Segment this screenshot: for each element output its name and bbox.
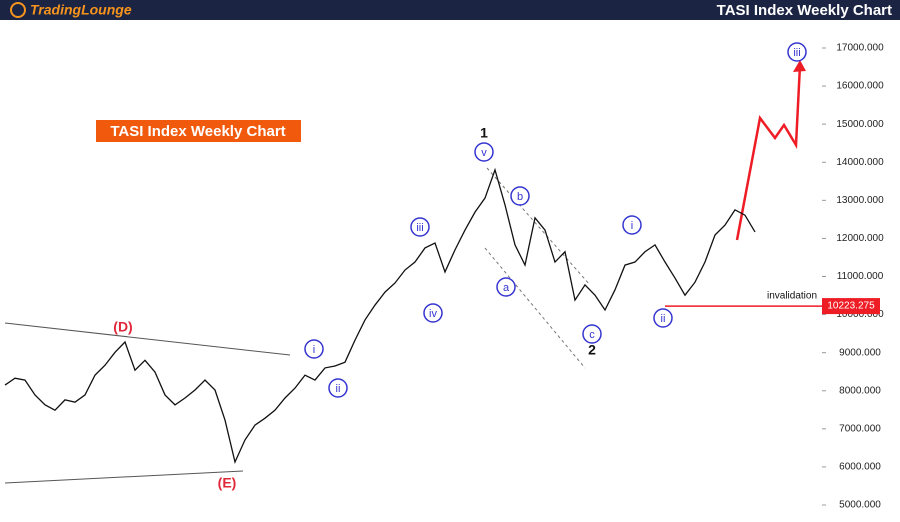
wave-label: (E) [218, 475, 237, 491]
channel-line [484, 247, 586, 369]
wave-label: i [313, 344, 315, 356]
header-title: TASI Index Weekly Chart [717, 2, 892, 19]
logo: TradingLounge [30, 2, 132, 18]
wave-label: c [589, 329, 595, 341]
chart-title: TASI Index Weekly Chart [110, 123, 285, 140]
wave-circle [304, 339, 324, 359]
wave-label: a [503, 282, 510, 294]
wave-label: b [517, 191, 523, 203]
header-bar [0, 0, 900, 20]
wave-label: (D) [113, 319, 132, 335]
y-tick-label: 14000.000 [836, 157, 884, 168]
wave-label: ii [661, 313, 666, 325]
projection [735, 64, 802, 241]
invalidation-label: invalidation [767, 291, 817, 302]
y-tick-label: 5000.000 [839, 500, 881, 511]
y-tick-label: 6000.000 [839, 462, 881, 473]
wave-circle [410, 217, 430, 237]
y-tick-label: 15000.000 [836, 119, 884, 130]
wave-circle [653, 308, 673, 328]
wave-circle [582, 324, 602, 344]
wave-label: v [481, 147, 487, 159]
wave-label: 2 [588, 342, 596, 358]
wave-circle [474, 142, 494, 162]
projection-arrowhead [793, 60, 806, 72]
trend-line [4, 470, 244, 484]
wave-circle [622, 215, 642, 235]
wave-label: i [631, 220, 633, 232]
y-tick-label: 17000.000 [836, 43, 884, 54]
wave-label: 1 [480, 125, 488, 141]
price-line [4, 167, 756, 464]
wave-label: iv [429, 308, 437, 320]
channel-line [486, 167, 591, 286]
wave-circle [423, 303, 443, 323]
y-tick-label: 16000.000 [836, 81, 884, 92]
wave-circle [328, 378, 348, 398]
y-tick-label: 9000.000 [839, 347, 881, 358]
wave-circle [510, 186, 530, 206]
wave-circle [787, 42, 807, 62]
trend-line [4, 322, 291, 356]
wave-label: iii [793, 47, 800, 59]
wave-label: ii [336, 383, 341, 395]
y-tick-label: 7000.000 [839, 423, 881, 434]
y-tick-label: 12000.000 [836, 233, 884, 244]
y-tick-label: 11000.000 [837, 271, 884, 282]
wave-circle [496, 277, 516, 297]
logo-icon [10, 2, 26, 18]
y-tick-label: 13000.000 [836, 195, 884, 206]
title-box [96, 120, 301, 142]
y-tick-label: 8000.000 [839, 385, 881, 396]
wave-label: iii [416, 222, 423, 234]
price-label: 10223.275 [827, 301, 875, 312]
y-tick-label: 10000.000 [836, 309, 884, 320]
price-label-box [822, 298, 880, 315]
